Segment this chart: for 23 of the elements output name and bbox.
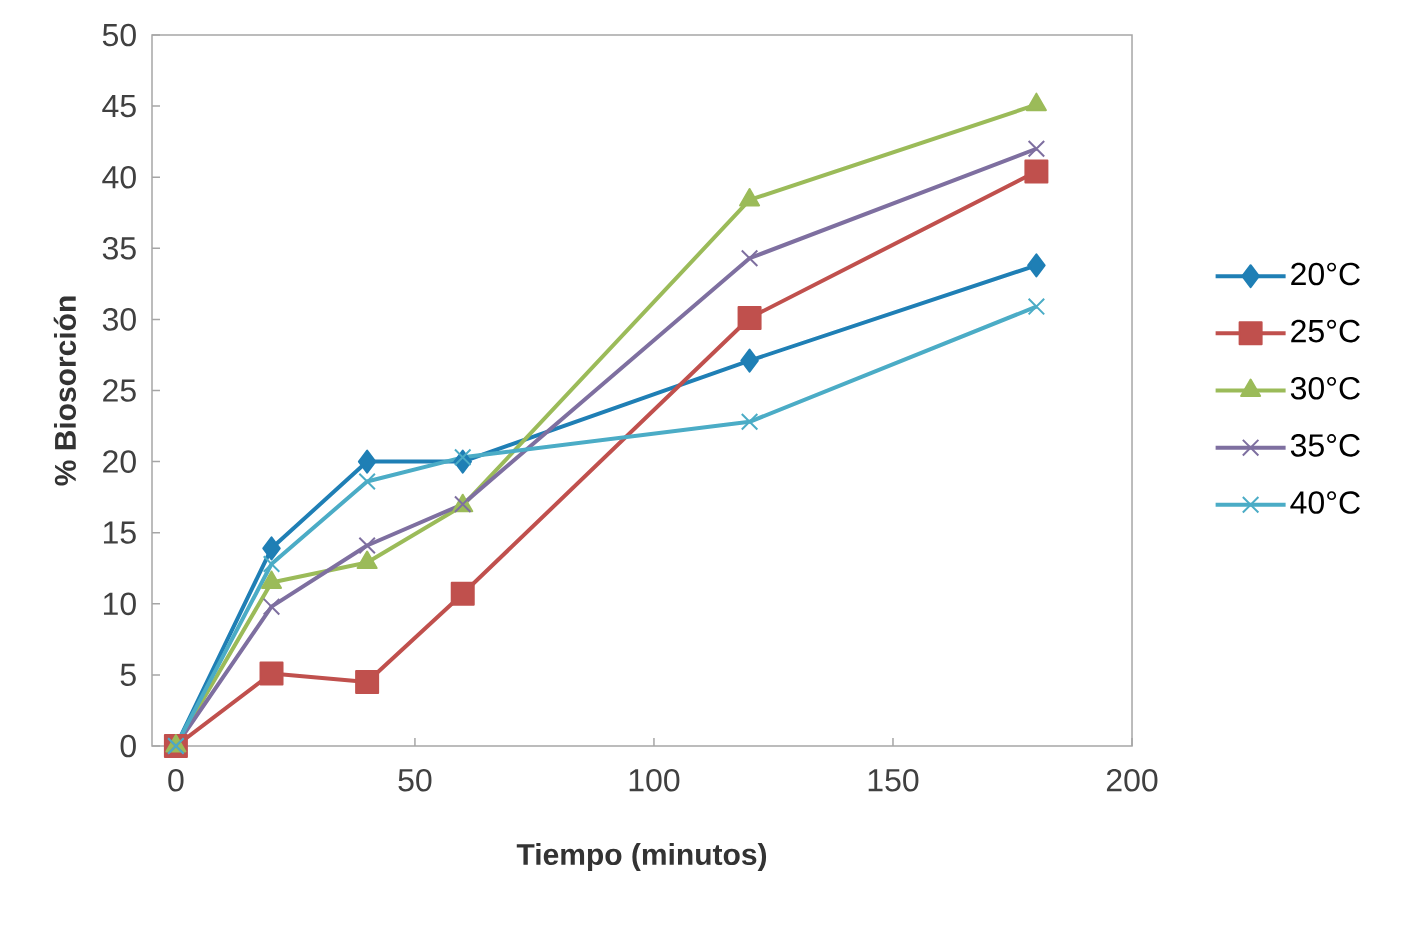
y-tick-label: 50 <box>102 23 136 47</box>
legend-label: 35°C <box>1290 434 1360 457</box>
y-tick-label: 0 <box>120 734 136 758</box>
y-tick-label: 15 <box>103 521 136 544</box>
y-tick-label: 5 <box>120 663 136 687</box>
x-tick-label: 0 <box>168 768 184 792</box>
y-tick-label: 10 <box>103 592 136 616</box>
legend-label: 30°C <box>1290 376 1360 400</box>
legend-label: 20°C <box>1291 262 1360 286</box>
legend-label: 25°C <box>1291 319 1360 343</box>
y-tick-label: 40 <box>102 165 136 189</box>
x-axis-title: Tiempo (minutos) <box>516 843 767 872</box>
x-tick-label: 100 <box>629 768 680 792</box>
y-tick-label: 20 <box>103 450 136 473</box>
x-tick-label: 150 <box>868 768 919 792</box>
legend-label: 40°C <box>1290 491 1360 514</box>
y-tick-label: 30 <box>102 308 136 331</box>
y-tick-label: 35 <box>102 236 136 260</box>
y-axis-title: % Biosorción <box>53 296 77 486</box>
y-tick-label: 25 <box>103 379 136 402</box>
y-tick-label: 45 <box>102 94 136 118</box>
x-tick-label: 200 <box>1106 768 1158 792</box>
x-tick-label: 50 <box>398 768 432 792</box>
